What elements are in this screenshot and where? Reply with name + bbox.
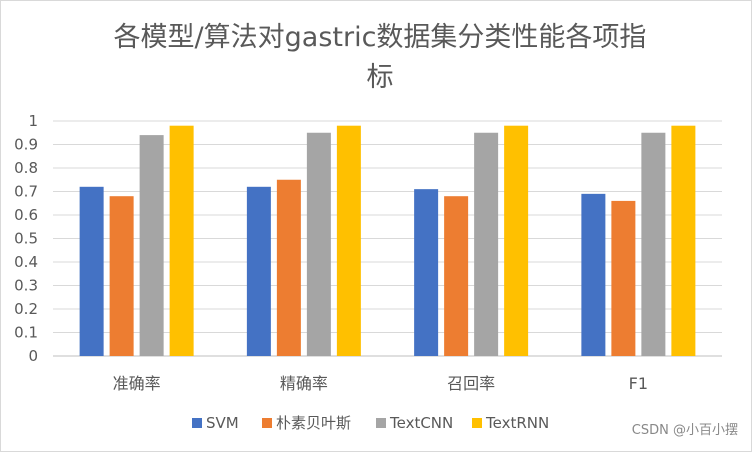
y-tick-label: 0.5 xyxy=(14,230,38,248)
y-tick-label: 0.6 xyxy=(14,206,38,224)
legend-label: 朴素贝叶斯 xyxy=(276,414,351,432)
bar-TextRNN-精确率 xyxy=(336,125,361,356)
y-tick-label: 0 xyxy=(28,347,38,365)
bar-SVM-准确率 xyxy=(79,186,104,356)
bar-TextCNN-召回率 xyxy=(474,132,499,356)
bar-TextCNN-F1 xyxy=(641,132,666,356)
bar-SVM-精确率 xyxy=(246,186,271,356)
watermark: CSDN @小百小摆 xyxy=(631,423,738,438)
y-tick-label: 0.4 xyxy=(14,253,38,271)
legend-swatch-SVM xyxy=(192,418,202,428)
y-tick-label: 1 xyxy=(28,112,38,130)
y-tick-label: 0.1 xyxy=(14,324,38,342)
x-tick-label: 精确率 xyxy=(280,374,328,393)
bar-朴素贝叶斯-F1 xyxy=(611,200,636,356)
y-tick-label: 0.7 xyxy=(14,183,38,201)
bar-TextRNN-召回率 xyxy=(504,125,529,356)
bar-朴素贝叶斯-精确率 xyxy=(276,179,301,356)
y-tick-label: 0.3 xyxy=(14,277,38,295)
bar-TextCNN-精确率 xyxy=(306,132,331,356)
chart-title-line-1: 各模型/算法对gastric数据集分类性能各项指 xyxy=(113,22,647,53)
x-tick-label: 准确率 xyxy=(113,374,161,393)
bar-TextRNN-准确率 xyxy=(169,125,194,356)
legend-swatch-TextRNN xyxy=(472,418,482,428)
legend-label: SVM xyxy=(206,414,239,432)
bar-TextRNN-F1 xyxy=(671,125,696,356)
legend-label: TextRNN xyxy=(485,414,549,432)
bar-TextCNN-准确率 xyxy=(139,135,164,356)
x-tick-label: F1 xyxy=(629,374,648,393)
legend-label: TextCNN xyxy=(389,414,453,432)
chart-title-line-2: 标 xyxy=(366,62,394,93)
x-tick-label: 召回率 xyxy=(447,374,495,393)
bar-朴素贝叶斯-准确率 xyxy=(109,196,134,356)
y-tick-label: 0.2 xyxy=(14,300,38,318)
bar-SVM-F1 xyxy=(581,193,606,356)
bar-朴素贝叶斯-召回率 xyxy=(444,196,469,356)
y-tick-label: 0.9 xyxy=(14,136,38,154)
legend-swatch-TextCNN xyxy=(376,418,386,428)
y-tick-label: 0.8 xyxy=(14,159,38,177)
legend-swatch-朴素贝叶斯 xyxy=(262,418,272,428)
bar-SVM-召回率 xyxy=(414,189,439,356)
